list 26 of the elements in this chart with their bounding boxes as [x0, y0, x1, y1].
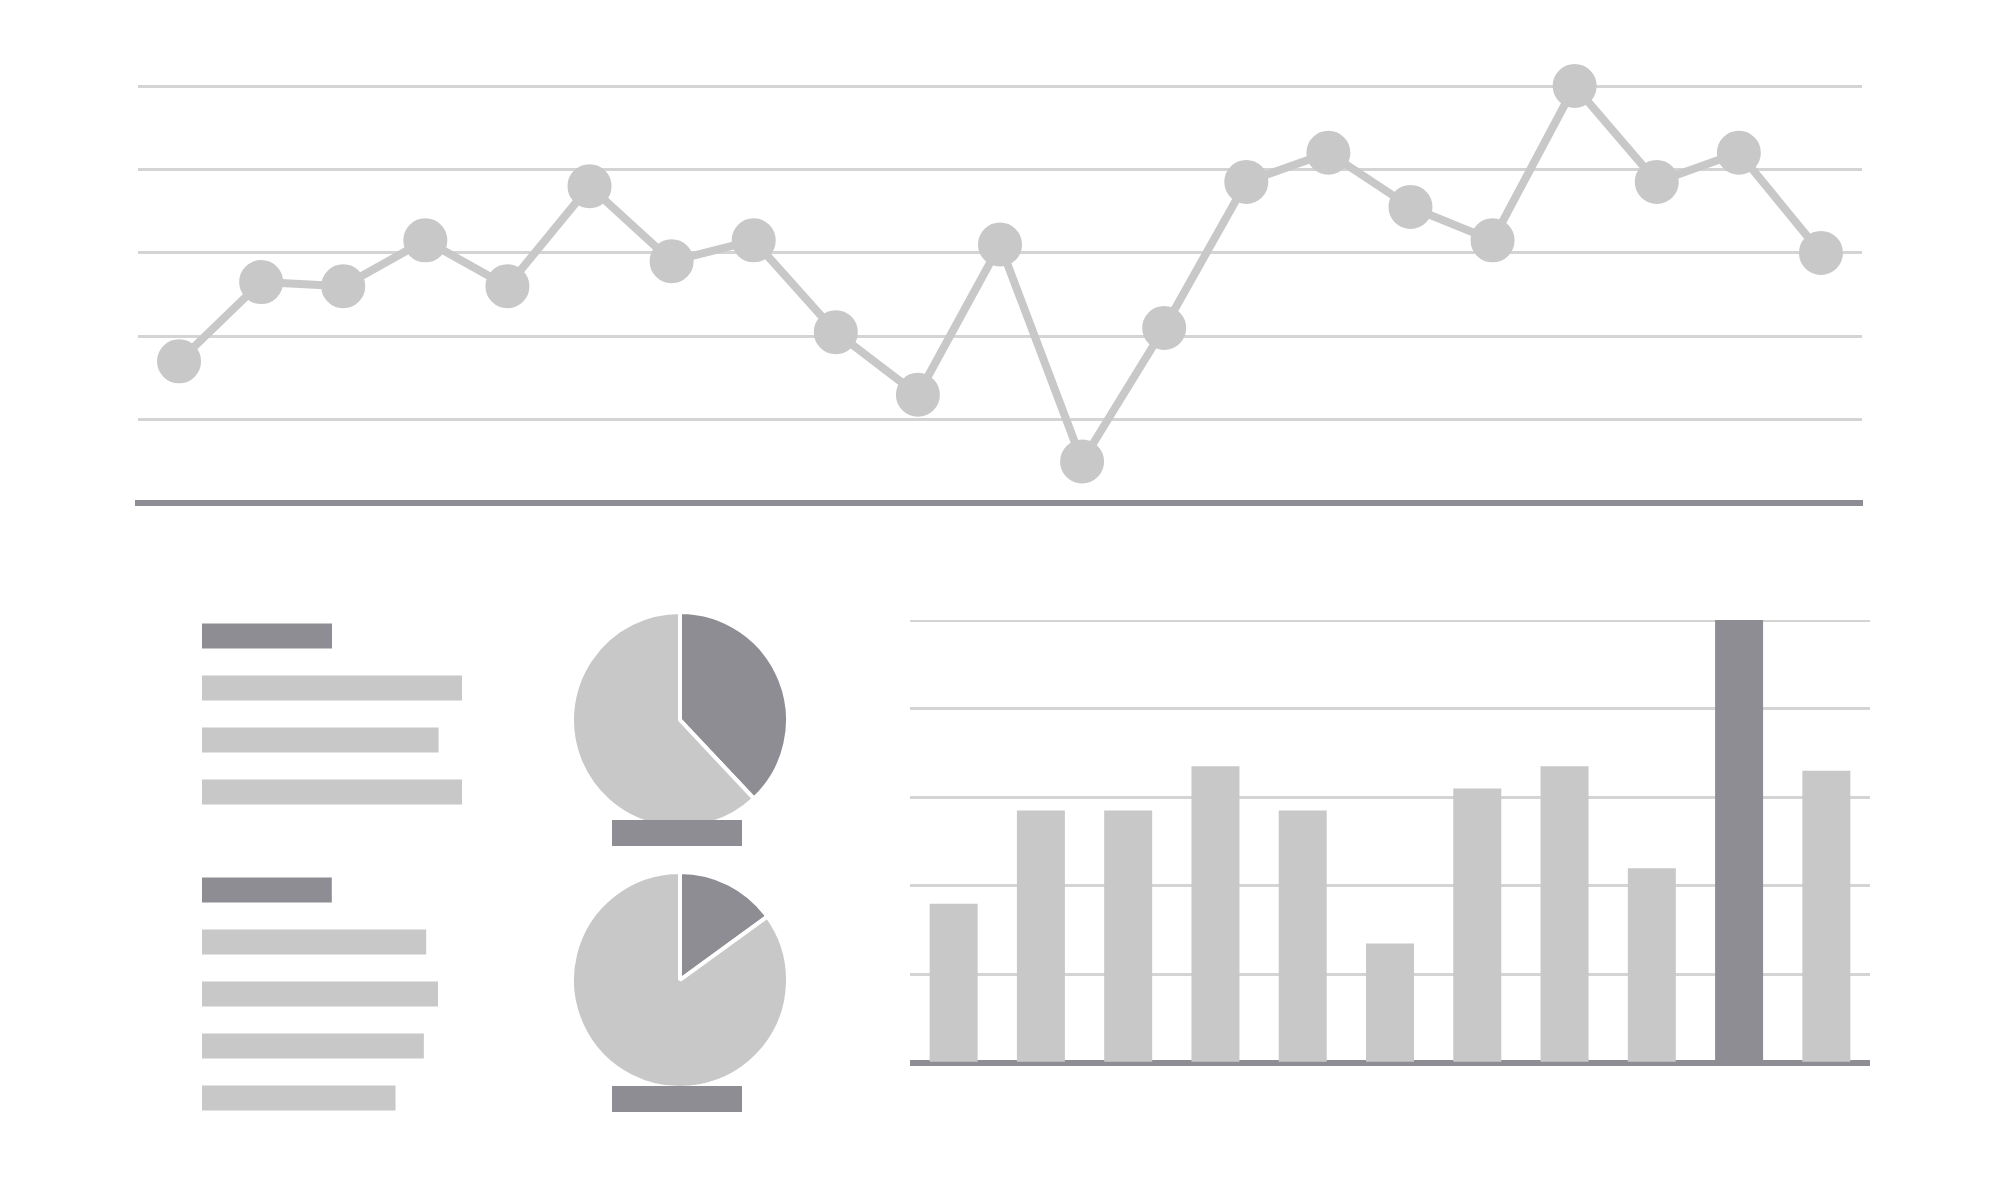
- bar: [202, 1033, 424, 1059]
- point: [157, 339, 202, 384]
- point: [321, 264, 366, 309]
- point: [1306, 130, 1351, 175]
- bar: [202, 929, 427, 955]
- point: [485, 264, 530, 309]
- point: [403, 218, 448, 263]
- point: [1388, 184, 1433, 229]
- point: [731, 218, 776, 263]
- point: [895, 372, 940, 417]
- point: [1142, 305, 1187, 350]
- point: [813, 310, 858, 355]
- point: [1634, 159, 1679, 204]
- point: [649, 239, 694, 284]
- point: [567, 164, 612, 209]
- bar: [202, 1085, 396, 1111]
- point: [1552, 64, 1597, 108]
- point: [1224, 159, 1269, 204]
- point: [1716, 130, 1761, 175]
- point: [239, 260, 284, 305]
- point: [1798, 230, 1843, 275]
- bar: [202, 877, 332, 903]
- point: [1470, 218, 1515, 263]
- point: [1060, 439, 1105, 484]
- bar: [202, 981, 438, 1007]
- point: [978, 222, 1022, 267]
